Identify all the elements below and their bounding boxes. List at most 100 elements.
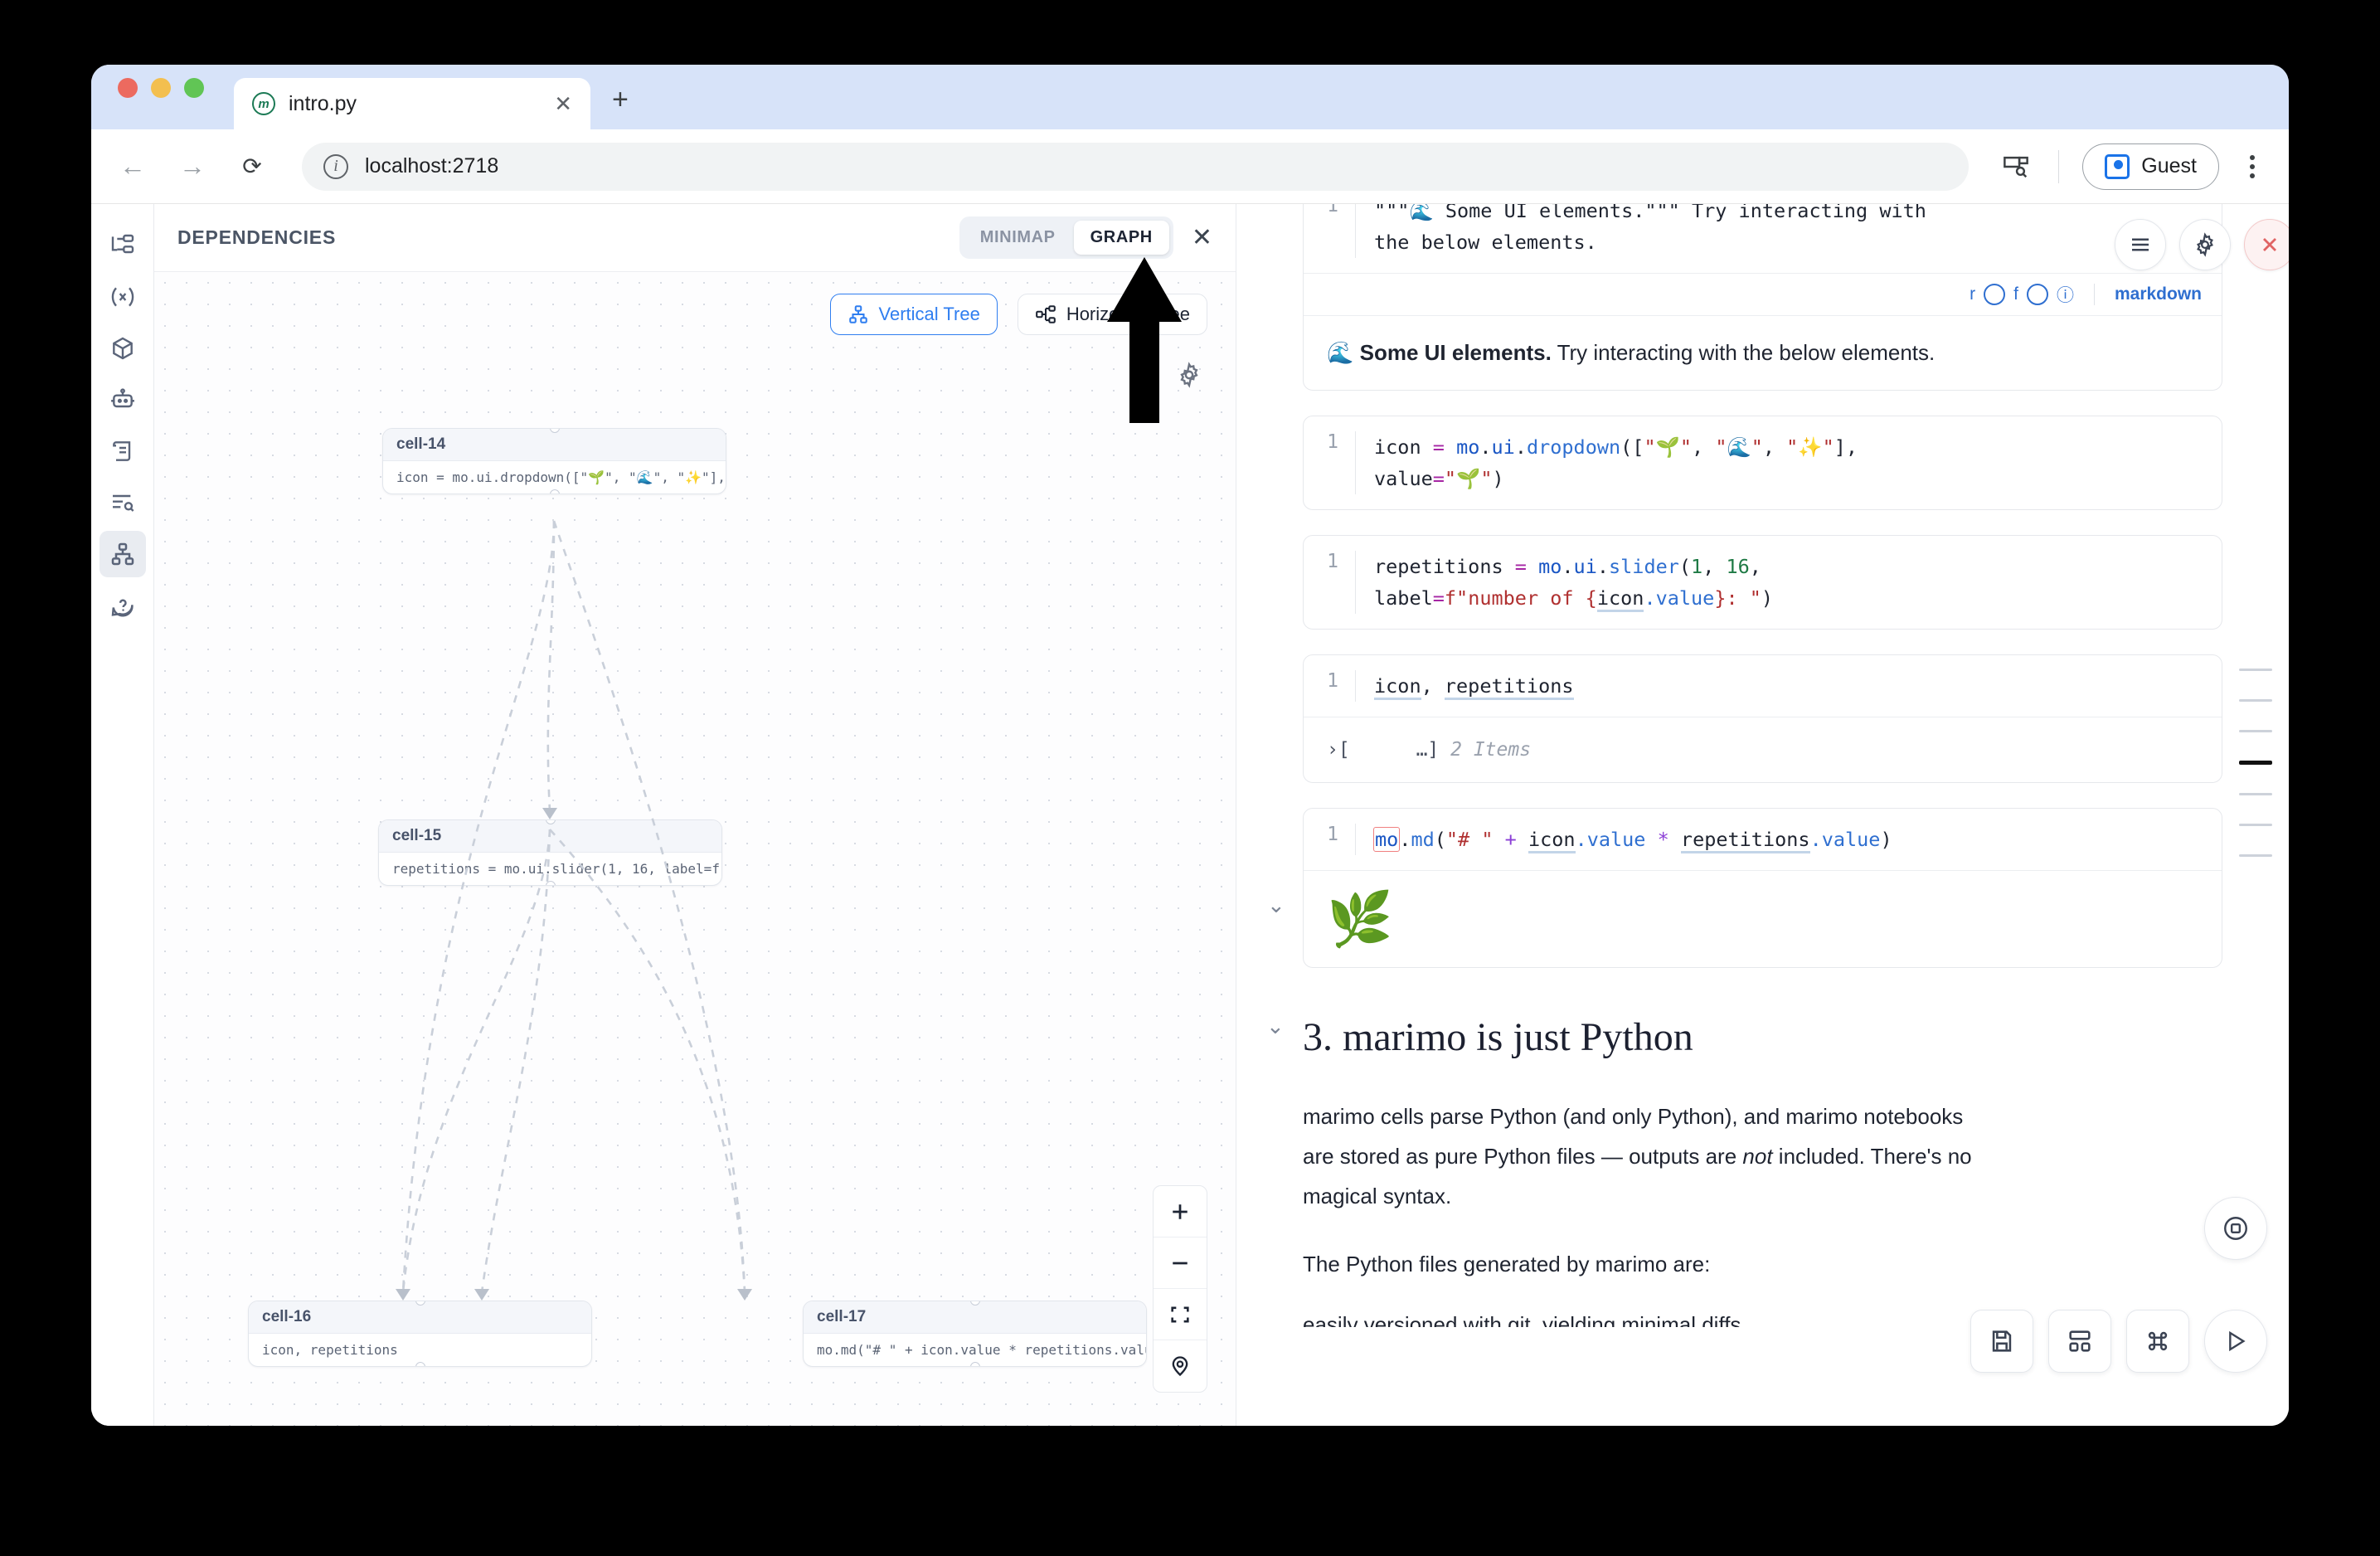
md-source-line-1: """🌊 Some UI elements.""" Try interactin…: [1374, 204, 1926, 222]
section-heading: ⌄ 3. marimo is just Python: [1266, 1014, 2222, 1060]
profile-button[interactable]: Guest: [2082, 143, 2219, 190]
code-text[interactable]: repetitions = mo.ui.slider(1, 16, label=…: [1355, 550, 2222, 614]
close-icon[interactable]: ✕: [554, 90, 572, 116]
code-editor-row[interactable]: 1 icon = mo.ui.dropdown(["🌱", "🌊", "✨"],…: [1304, 416, 2222, 509]
paragraph-emphasis: not: [1742, 1143, 1773, 1169]
format-label: f: [2013, 284, 2018, 304]
section-paragraph-1: marimo cells parse Python (and only Pyth…: [1303, 1096, 1999, 1216]
graph-node-cell-14[interactable]: cell-14 icon = mo.ui.dropdown(["🌱", "🌊",…: [382, 428, 726, 494]
run-button[interactable]: [2204, 1310, 2267, 1373]
node-port-bottom: [545, 881, 556, 885]
collapse-chevron-icon[interactable]: ⌄: [1267, 892, 1285, 917]
zoom-in-control[interactable]: [1154, 1186, 1207, 1238]
browser-tab[interactable]: m intro.py ✕: [234, 78, 590, 129]
reading-mode-icon[interactable]: [1997, 148, 2035, 186]
code-editor-row[interactable]: 1 repetitions = mo.ui.slider(1, 16, labe…: [1304, 536, 2222, 629]
address-bar[interactable]: i localhost:2718: [302, 142, 1970, 191]
sidebar-item-scratchpad[interactable]: [100, 428, 146, 474]
markdown-output: 🌊 Some UI elements. Try interacting with…: [1304, 315, 2222, 389]
bracket-close: ]: [1427, 738, 1440, 761]
notebook-pane[interactable]: 1 """🌊 Some UI elements.""" Try interact…: [1236, 204, 2289, 1426]
code-text[interactable]: icon = mo.ui.dropdown(["🌱", "🌊", "✨"], v…: [1355, 430, 2222, 494]
close-window-button[interactable]: [118, 78, 138, 98]
code-cell-display[interactable]: 1 icon, repetitions ›[ …] 2 Items: [1303, 654, 2222, 783]
code-text[interactable]: icon, repetitions: [1355, 669, 2222, 702]
sidebar-item-outline[interactable]: [100, 479, 146, 526]
browser-tabstrip: m intro.py ✕ +: [91, 65, 2289, 129]
code-cell-dropdown[interactable]: 1 icon = mo.ui.dropdown(["🌱", "🌊", "✨"],…: [1303, 415, 2222, 510]
sidebar-item-help[interactable]: [100, 582, 146, 629]
section-heading-text: 3. marimo is just Python: [1303, 1014, 1693, 1059]
minimap-tick[interactable]: [2239, 793, 2272, 795]
forward-icon[interactable]: →: [179, 151, 206, 181]
lock-view-control[interactable]: [1154, 1340, 1207, 1392]
expand-arrow-icon[interactable]: ›[: [1327, 738, 1350, 761]
vertical-tree-button[interactable]: Vertical Tree: [829, 294, 998, 335]
fit-view-control[interactable]: [1154, 1289, 1207, 1340]
zoom-out-control[interactable]: [1154, 1238, 1207, 1289]
md-source-line-2: the below elements.: [1374, 231, 1597, 255]
code-cell-slider[interactable]: 1 repetitions = mo.ui.slider(1, 16, labe…: [1303, 534, 2222, 630]
cell-output-collapsed[interactable]: ›[ …] 2 Items: [1304, 716, 2222, 782]
minimap-tick[interactable]: [2239, 699, 2272, 702]
code-editor-row[interactable]: 1 mo.md("# " + icon.value * repetitions.…: [1304, 809, 2222, 870]
scroll-minimap[interactable]: [2239, 669, 2272, 857]
cell-settings-button[interactable]: [2179, 219, 2231, 270]
reload-icon[interactable]: ⟳: [242, 153, 262, 179]
minimap-tick[interactable]: [2239, 854, 2272, 857]
markdown-cell[interactable]: 1 """🌊 Some UI elements.""" Try interact…: [1303, 204, 2222, 391]
code-text[interactable]: mo.md("# " + icon.value * repetitions.va…: [1355, 823, 2222, 855]
tab-graph[interactable]: GRAPH: [1073, 221, 1169, 255]
code-cell-md[interactable]: 1 mo.md("# " + icon.value * repetitions.…: [1267, 807, 2222, 968]
interrupt-button[interactable]: [2204, 1197, 2267, 1260]
item-count-label: 2 Items: [1450, 738, 1532, 761]
cell-menu-button[interactable]: [2115, 219, 2166, 270]
cell-action-buttons: [2115, 219, 2289, 270]
markdown-source[interactable]: """🌊 Some UI elements.""" Try interactin…: [1355, 204, 2222, 259]
sidebar-item-dependencies[interactable]: [99, 531, 146, 577]
save-button[interactable]: [1970, 1310, 2033, 1373]
window-controls[interactable]: [118, 65, 204, 129]
info-circle-icon[interactable]: i: [323, 153, 348, 179]
graph-canvas[interactable]: Vertical Tree Horizontal Tree: [154, 272, 1236, 1426]
code-editor-row[interactable]: 1 """🌊 Some UI elements.""" Try interact…: [1304, 204, 2222, 273]
sidebar-item-explorer[interactable]: [100, 222, 146, 269]
new-tab-button[interactable]: +: [612, 84, 629, 115]
notebook-content: 1 """🌊 Some UI elements.""" Try interact…: [1266, 204, 2222, 1327]
graph-node-cell-16[interactable]: cell-16 icon, repetitions: [248, 1301, 592, 1367]
sidebar-item-packages[interactable]: [100, 325, 146, 372]
line-number: 1: [1327, 823, 1338, 845]
markdown-output-rest: Try interacting with the below elements.: [1551, 340, 1936, 366]
cell-delete-button[interactable]: [2244, 219, 2289, 270]
collapse-chevron-icon[interactable]: ⌄: [1266, 1014, 1285, 1038]
minimap-tick[interactable]: [2239, 730, 2272, 732]
footer-divider: [2093, 284, 2095, 306]
command-palette-button[interactable]: [2126, 1310, 2189, 1373]
layout-button[interactable]: [2048, 1310, 2111, 1373]
code-editor-row[interactable]: 1 icon, repetitions: [1304, 655, 2222, 717]
info-icon[interactable]: ⓘ: [2056, 286, 2074, 306]
minimize-window-button[interactable]: [151, 78, 171, 98]
language-label[interactable]: markdown: [2114, 284, 2202, 304]
minimap-tick[interactable]: [2239, 669, 2272, 671]
paragraph-part-b: included. There's no magical syntax.: [1303, 1143, 1972, 1209]
format-toggle[interactable]: [2026, 284, 2048, 306]
gear-icon[interactable]: [1176, 362, 1202, 392]
run-on-change-toggle[interactable]: [1984, 284, 2006, 306]
sidebar-item-variables[interactable]: [100, 274, 146, 320]
annotation-arrow: [1107, 257, 1182, 423]
back-icon[interactable]: ←: [119, 151, 146, 181]
ellipsis-icon: …: [1416, 738, 1428, 761]
graph-node-cell-15[interactable]: cell-15 repetitions = mo.ui.slider(1, 16…: [378, 819, 722, 886]
minimap-tick-current[interactable]: [2239, 761, 2272, 765]
sidebar-item-chat[interactable]: [100, 377, 146, 423]
close-icon[interactable]: ✕: [1191, 224, 1212, 251]
node-code: mo.md("# " + icon.value * repetitions.va…: [817, 1342, 1146, 1358]
maximize-window-button[interactable]: [184, 78, 204, 98]
minimap-tick[interactable]: [2239, 824, 2272, 826]
sidebar-rail: [91, 204, 154, 1426]
graph-node-cell-17[interactable]: cell-17 mo.md("# " + icon.value * repeti…: [803, 1301, 1147, 1367]
kebab-menu-icon[interactable]: [2236, 154, 2269, 178]
view-mode-toggle[interactable]: MINIMAP GRAPH: [959, 216, 1173, 259]
tab-minimap[interactable]: MINIMAP: [979, 228, 1056, 246]
